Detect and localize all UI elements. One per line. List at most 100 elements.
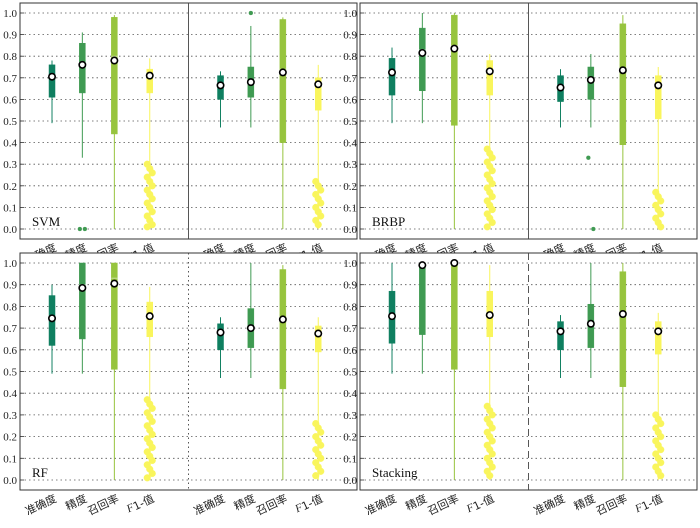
outlier-point: [148, 404, 156, 412]
outlier-point: [148, 443, 156, 452]
mean-marker: [278, 315, 287, 324]
outlier-point: [148, 195, 156, 203]
outlier-point: [148, 417, 156, 425]
panel-brbp: 0.00.10.20.30.40.50.60.70.80.91.0准确度精度召回…: [343, 2, 698, 267]
x-tick-label-text: 召回率: [425, 491, 461, 518]
x-tick-label-text: 1-值: [131, 492, 156, 513]
y-tick-label: 0.5: [3, 367, 17, 379]
y-tick-label: 0.8: [3, 51, 17, 63]
y-tick-label: 0.1: [3, 453, 17, 465]
box-精度: [586, 263, 595, 379]
box-准确度: [216, 71, 225, 128]
mean-marker: [485, 311, 494, 320]
x-tick-label-text: 召回率: [254, 491, 290, 518]
box-精度: [78, 262, 87, 374]
y-tick-label: 0.6: [343, 345, 357, 357]
outlier-point: [486, 472, 494, 480]
outlier-point: [143, 474, 151, 482]
x-tick-label: 召回率: [85, 491, 121, 518]
box-F1-值: [312, 317, 325, 480]
outlier-point: [148, 169, 156, 177]
y-tick-label: 0.8: [3, 301, 17, 313]
mean-marker: [418, 48, 427, 57]
x-tick-label-text: 准确度: [531, 491, 567, 518]
x-tick-label: 召回率: [594, 491, 630, 518]
box-F1-值: [143, 58, 156, 231]
outlier-point: [657, 446, 665, 454]
box-准确度: [48, 60, 57, 124]
mean-marker: [618, 66, 627, 75]
box-召回率: [278, 17, 287, 229]
outlier-point: [657, 210, 665, 218]
mean-marker: [586, 75, 595, 84]
iqr-box: [451, 14, 458, 126]
x-tick-label: F1-值: [464, 492, 496, 516]
y-tick-label: 0.4: [343, 138, 357, 150]
x-tick-label-text: 1-值: [299, 492, 324, 513]
mean-marker: [110, 279, 119, 288]
y-tick-label: 0.0: [343, 224, 357, 236]
mean-marker: [654, 327, 663, 336]
x-tick-label-text: 准确度: [23, 491, 59, 518]
box-准确度: [556, 69, 565, 128]
x-tick-label: 准确度: [363, 491, 399, 518]
x-tick-label-text: 1-值: [639, 492, 664, 513]
y-tick-label: 1.0: [3, 8, 17, 20]
x-tick-label: 准确度: [191, 491, 227, 518]
x-tick-label: 精度: [403, 491, 429, 513]
outlier-point: [657, 223, 665, 231]
iqr-box: [279, 269, 287, 390]
y-tick-label: 0.7: [343, 323, 357, 335]
y-tick-label: 0.3: [3, 410, 17, 422]
y-tick-label: 0.2: [343, 181, 357, 193]
outlier-point: [488, 450, 496, 458]
x-tick-label: 精度: [232, 491, 258, 513]
x-tick-label-text: 精度: [572, 491, 598, 513]
outlier-point: [317, 199, 325, 207]
iqr-box: [314, 77, 322, 111]
x-tick-label-text: 准确度: [363, 491, 399, 518]
mean-marker: [48, 314, 57, 323]
x-tick-label-text: 召回率: [594, 491, 630, 518]
mean-marker: [388, 68, 397, 77]
box-准确度: [48, 284, 57, 374]
mean-marker: [314, 329, 323, 338]
box-召回率: [450, 258, 459, 480]
mean-marker: [418, 261, 427, 270]
iqr-box: [557, 321, 564, 351]
y-tick-label: 0.1: [343, 453, 357, 465]
box-召回率: [110, 262, 119, 480]
iqr-box: [654, 321, 662, 355]
mean-marker: [556, 83, 565, 92]
x-tick-label: 准确度: [531, 491, 567, 518]
box-F1-值: [652, 312, 665, 480]
outlier-point: [488, 437, 496, 445]
y-tick-label: 0.8: [343, 51, 357, 63]
box-准确度: [388, 47, 397, 124]
box-精度: [418, 13, 427, 124]
y-tick-label: 0.6: [3, 345, 17, 357]
box-召回率: [450, 13, 459, 229]
outlier-point: [488, 206, 496, 214]
mean-marker: [278, 68, 287, 77]
box-召回率: [618, 15, 627, 229]
x-tick-label-text: 1-值: [471, 492, 496, 513]
x-tick-label: 召回率: [254, 491, 290, 518]
iqr-box: [619, 23, 627, 146]
y-tick-label: 0.2: [343, 432, 357, 444]
box-召回率: [618, 263, 627, 480]
y-tick-label: 0.9: [3, 280, 17, 292]
panel-title: RF: [32, 465, 48, 480]
x-tick-label: 精度: [572, 491, 598, 513]
mean-marker: [654, 81, 663, 90]
iqr-box: [419, 27, 426, 92]
y-tick-label: 0.9: [3, 30, 17, 42]
y-tick-label: 0.4: [3, 138, 17, 150]
y-tick-label: 0.5: [343, 367, 357, 379]
outlier-point: [488, 424, 496, 432]
outlier-point: [148, 456, 156, 465]
outlier-point: [317, 428, 325, 436]
mean-marker: [110, 56, 119, 65]
